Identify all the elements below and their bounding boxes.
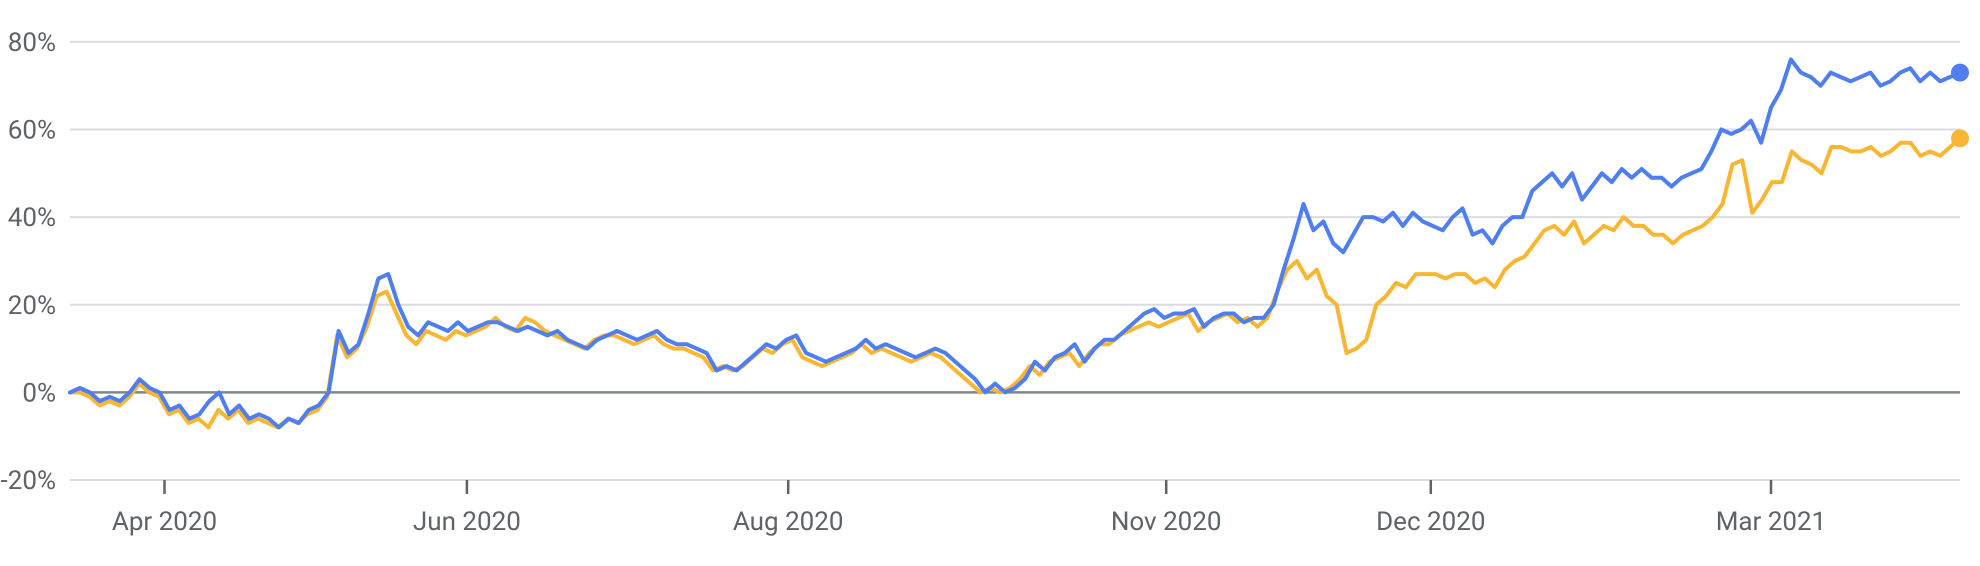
- x-axis-label: Mar 2021: [1716, 507, 1827, 537]
- series-b-end-marker: [1951, 129, 1969, 147]
- performance-chart: -20% 0% 20% 40% 60% 80% Apr 2020 Jun 2020 Aug 20…: [0, 0, 1980, 566]
- x-axis-label: Jun 2020: [413, 507, 521, 537]
- x-axis-label: Dec 2020: [1376, 507, 1485, 537]
- y-axis-label: 80%: [8, 28, 56, 58]
- y-axis-label: 40%: [8, 203, 56, 233]
- y-axis-label: 0%: [22, 378, 56, 408]
- x-axis-label: Nov 2020: [1111, 507, 1222, 537]
- series-a-end-marker: [1951, 64, 1969, 82]
- y-axis-label: -20%: [1, 466, 56, 496]
- y-axis-label: 20%: [8, 291, 56, 321]
- chart-svg: -20% 0% 20% 40% 60% 80% Apr 2020 Jun 2020 Aug 20…: [0, 0, 1980, 566]
- series-a-line: [70, 59, 1960, 427]
- y-axis-label: 60%: [8, 116, 56, 146]
- x-axis-label: Aug 2020: [733, 507, 844, 537]
- x-axis-label: Apr 2020: [112, 507, 217, 537]
